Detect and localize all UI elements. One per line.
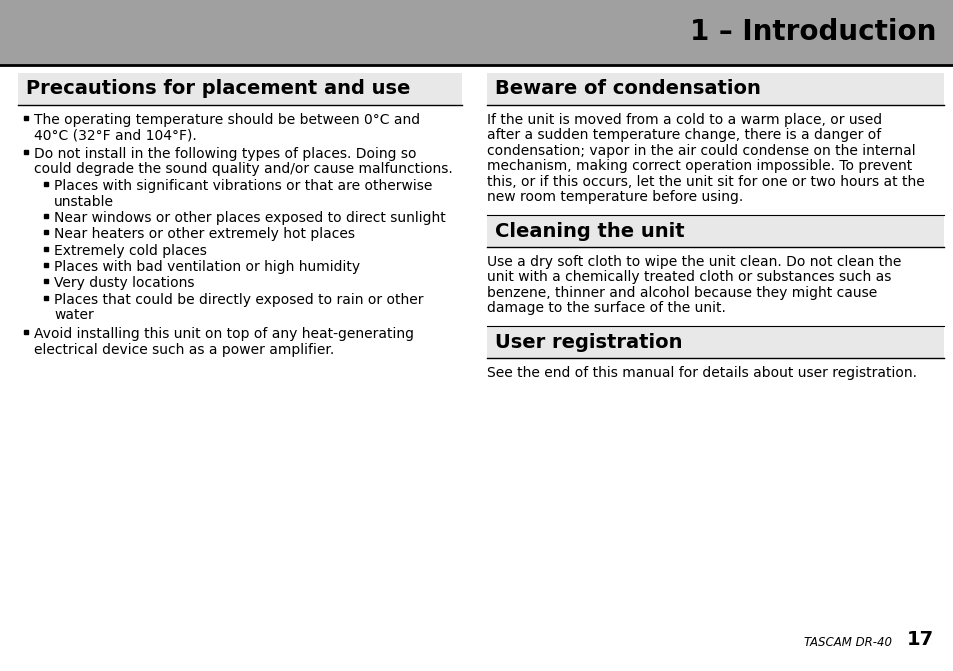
Text: could degrade the sound quality and/or cause malfunctions.: could degrade the sound quality and/or c…	[34, 162, 453, 176]
Text: unstable: unstable	[54, 195, 113, 209]
Text: Places with bad ventilation or high humidity: Places with bad ventilation or high humi…	[54, 260, 359, 274]
Text: Cleaning the unit: Cleaning the unit	[495, 221, 684, 240]
Text: damage to the surface of the unit.: damage to the surface of the unit.	[486, 301, 725, 315]
Text: Avoid installing this unit on top of any heat-generating: Avoid installing this unit on top of any…	[34, 327, 414, 341]
Text: Beware of condensation: Beware of condensation	[495, 79, 760, 99]
Text: water: water	[54, 308, 93, 322]
Bar	[486, 73, 943, 105]
Text: 1 – Introduction: 1 – Introduction	[689, 19, 935, 46]
Text: Very dusty locations: Very dusty locations	[54, 276, 194, 291]
Text: Extremely cold places: Extremely cold places	[54, 244, 207, 258]
Bar	[18, 73, 461, 105]
Bar	[0, 0, 953, 65]
Text: Precautions for placement and use: Precautions for placement and use	[26, 79, 410, 99]
Text: Do not install in the following types of places. Doing so: Do not install in the following types of…	[34, 146, 416, 160]
Text: 17: 17	[906, 630, 933, 649]
Text: condensation; vapor in the air could condense on the internal: condensation; vapor in the air could con…	[486, 144, 915, 158]
Text: If the unit is moved from a cold to a warm place, or used: If the unit is moved from a cold to a wa…	[486, 113, 882, 127]
Text: electrical device such as a power amplifier.: electrical device such as a power amplif…	[34, 343, 334, 356]
Text: Places that could be directly exposed to rain or other: Places that could be directly exposed to…	[54, 293, 423, 307]
Text: benzene, thinner and alcohol because they might cause: benzene, thinner and alcohol because the…	[486, 286, 877, 300]
Text: Near windows or other places exposed to direct sunlight: Near windows or other places exposed to …	[54, 211, 445, 225]
Text: after a sudden temperature change, there is a danger of: after a sudden temperature change, there…	[486, 128, 881, 142]
Text: 40°C (32°F and 104°F).: 40°C (32°F and 104°F).	[34, 128, 196, 142]
Text: Places with significant vibrations or that are otherwise: Places with significant vibrations or th…	[54, 179, 432, 193]
Text: Use a dry soft cloth to wipe the unit clean. Do not clean the: Use a dry soft cloth to wipe the unit cl…	[486, 255, 901, 269]
Text: See the end of this manual for details about user registration.: See the end of this manual for details a…	[486, 366, 916, 380]
Text: unit with a chemically treated cloth or substances such as: unit with a chemically treated cloth or …	[486, 270, 890, 285]
Text: Near heaters or other extremely hot places: Near heaters or other extremely hot plac…	[54, 227, 355, 242]
Text: TASCAM DR-40: TASCAM DR-40	[803, 636, 895, 649]
Bar	[486, 215, 943, 247]
Text: The operating temperature should be between 0°C and: The operating temperature should be betw…	[34, 113, 419, 127]
Text: this, or if this occurs, let the unit sit for one or two hours at the: this, or if this occurs, let the unit si…	[486, 174, 923, 189]
Text: User registration: User registration	[495, 333, 681, 352]
Bar	[486, 326, 943, 358]
Text: mechanism, making correct operation impossible. To prevent: mechanism, making correct operation impo…	[486, 159, 911, 173]
Text: new room temperature before using.: new room temperature before using.	[486, 191, 742, 204]
